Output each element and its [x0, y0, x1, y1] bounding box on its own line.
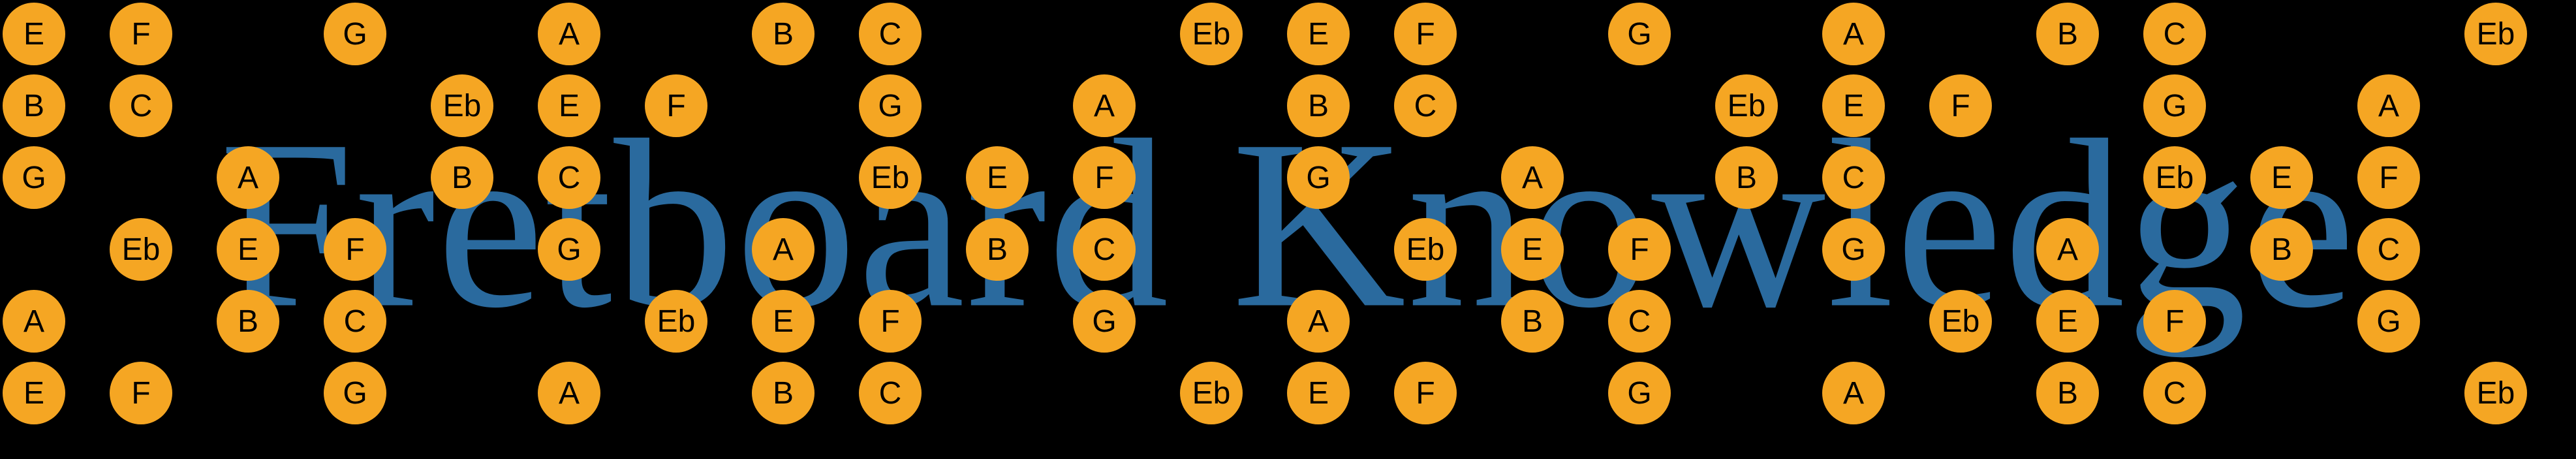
note-marker: B	[431, 146, 493, 209]
note-marker: A	[3, 290, 65, 353]
note-marker: A	[1287, 290, 1350, 353]
note-marker: A	[538, 362, 600, 424]
note-marker: G	[2143, 74, 2206, 137]
note-marker: E	[217, 218, 279, 281]
note-marker: A	[1822, 3, 1885, 65]
note-marker: A	[2036, 218, 2099, 281]
note-marker: B	[3, 74, 65, 137]
note-marker: Eb	[859, 146, 922, 209]
note-marker: E	[3, 3, 65, 65]
note-marker: A	[1822, 362, 1885, 424]
note-marker: F	[2143, 290, 2206, 353]
note-marker: B	[217, 290, 279, 353]
note-marker: C	[1608, 290, 1671, 353]
note-marker: A	[752, 218, 815, 281]
note-marker: F	[324, 218, 386, 281]
note-marker: E	[1501, 218, 1564, 281]
note-marker: E	[3, 362, 65, 424]
note-marker: G	[3, 146, 65, 209]
note-marker: E	[966, 146, 1029, 209]
note-marker: B	[752, 362, 815, 424]
note-marker: Eb	[2143, 146, 2206, 209]
note-marker: F	[1394, 362, 1457, 424]
note-marker: B	[2250, 218, 2313, 281]
note-marker: C	[2143, 362, 2206, 424]
note-marker: F	[1608, 218, 1671, 281]
note-marker: E	[2036, 290, 2099, 353]
note-marker: Eb	[110, 218, 172, 281]
note-marker: F	[859, 290, 922, 353]
note-marker: G	[1608, 3, 1671, 65]
note-marker: G	[1608, 362, 1671, 424]
note-marker: G	[324, 3, 386, 65]
note-marker: C	[1822, 146, 1885, 209]
note-marker: A	[2357, 74, 2420, 137]
note-marker: F	[110, 362, 172, 424]
note-marker: C	[1073, 218, 1136, 281]
note-marker: F	[645, 74, 707, 137]
note-marker: G	[1822, 218, 1885, 281]
note-marker: C	[859, 362, 922, 424]
note-marker: C	[1394, 74, 1457, 137]
note-marker: C	[110, 74, 172, 137]
note-marker: Eb	[1715, 74, 1778, 137]
note-marker: E	[538, 74, 600, 137]
note-marker: A	[1073, 74, 1136, 137]
note-marker: C	[2143, 3, 2206, 65]
note-marker: E	[1287, 3, 1350, 65]
note-marker: E	[1287, 362, 1350, 424]
note-marker: A	[1501, 146, 1564, 209]
note-marker: G	[859, 74, 922, 137]
note-marker: E	[2250, 146, 2313, 209]
note-marker: Eb	[2464, 362, 2527, 424]
note-marker: Eb	[1180, 362, 1243, 424]
note-marker: G	[1287, 146, 1350, 209]
note-marker: C	[2357, 218, 2420, 281]
note-marker: F	[2357, 146, 2420, 209]
note-marker: B	[1715, 146, 1778, 209]
note-marker: Eb	[1394, 218, 1457, 281]
note-marker: B	[1501, 290, 1564, 353]
note-marker: B	[752, 3, 815, 65]
note-marker: B	[2036, 3, 2099, 65]
note-marker: A	[217, 146, 279, 209]
note-marker: E	[1822, 74, 1885, 137]
note-marker: Eb	[1180, 3, 1243, 65]
note-marker: F	[1394, 3, 1457, 65]
note-marker: Eb	[431, 74, 493, 137]
note-marker: E	[752, 290, 815, 353]
note-marker: B	[1287, 74, 1350, 137]
note-marker: A	[538, 3, 600, 65]
note-marker: B	[966, 218, 1029, 281]
note-marker: G	[538, 218, 600, 281]
note-marker: G	[2357, 290, 2420, 353]
note-marker: F	[1929, 74, 1992, 137]
note-marker: Eb	[1929, 290, 1992, 353]
note-marker: G	[324, 362, 386, 424]
note-marker: Eb	[645, 290, 707, 353]
note-marker: F	[1073, 146, 1136, 209]
note-marker: C	[859, 3, 922, 65]
note-marker: C	[324, 290, 386, 353]
note-marker: C	[538, 146, 600, 209]
note-marker: B	[2036, 362, 2099, 424]
note-marker: G	[1073, 290, 1136, 353]
note-marker: Eb	[2464, 3, 2527, 65]
note-marker: F	[110, 3, 172, 65]
